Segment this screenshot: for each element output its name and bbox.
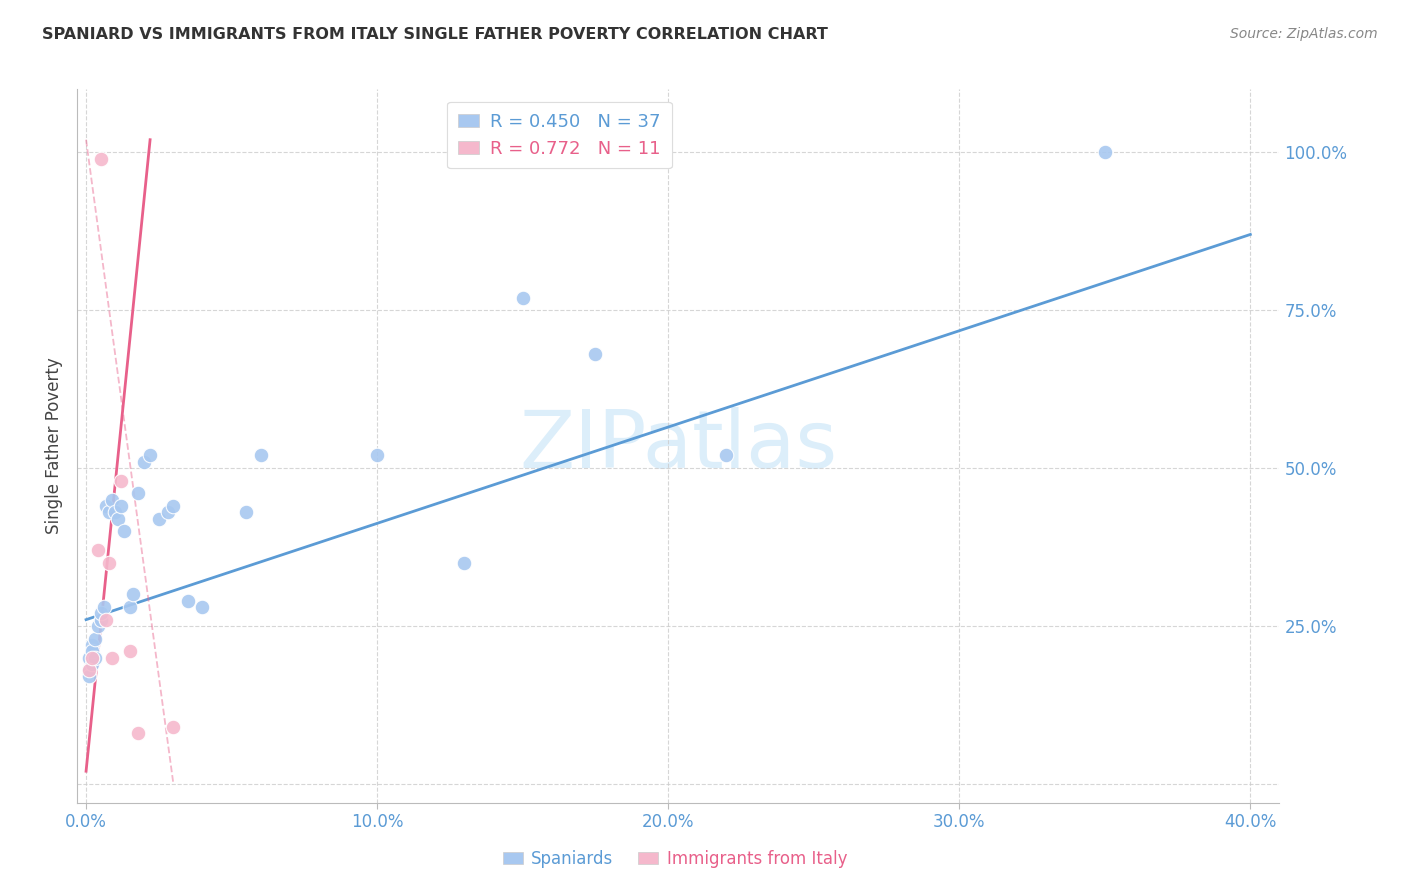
Point xyxy=(148,511,170,525)
Point xyxy=(127,726,149,740)
Point xyxy=(101,492,124,507)
Point xyxy=(177,593,200,607)
Point xyxy=(83,650,105,665)
Point xyxy=(77,650,100,665)
Point xyxy=(90,607,112,621)
Point xyxy=(77,663,100,677)
Point xyxy=(80,650,103,665)
Text: SPANIARD VS IMMIGRANTS FROM ITALY SINGLE FATHER POVERTY CORRELATION CHART: SPANIARD VS IMMIGRANTS FROM ITALY SINGLE… xyxy=(42,27,828,42)
Point xyxy=(90,152,112,166)
Point xyxy=(453,556,475,570)
Point xyxy=(366,449,388,463)
Point xyxy=(98,556,121,570)
Point xyxy=(110,474,132,488)
Point xyxy=(156,505,179,519)
Legend: Spaniards, Immigrants from Italy: Spaniards, Immigrants from Italy xyxy=(496,844,853,875)
Point xyxy=(191,600,214,615)
Point xyxy=(1094,145,1116,160)
Point xyxy=(235,505,257,519)
Point xyxy=(583,347,606,361)
Point xyxy=(110,499,132,513)
Point xyxy=(80,657,103,671)
Point xyxy=(107,511,129,525)
Point xyxy=(83,632,105,646)
Point xyxy=(512,291,534,305)
Point xyxy=(104,505,127,519)
Y-axis label: Single Father Poverty: Single Father Poverty xyxy=(45,358,63,534)
Point xyxy=(112,524,135,539)
Point xyxy=(249,449,271,463)
Text: Source: ZipAtlas.com: Source: ZipAtlas.com xyxy=(1230,27,1378,41)
Point xyxy=(90,613,112,627)
Point xyxy=(139,449,162,463)
Point xyxy=(127,486,149,500)
Point xyxy=(121,587,143,601)
Point xyxy=(93,600,115,615)
Point xyxy=(86,543,108,558)
Point xyxy=(77,663,100,677)
Point xyxy=(98,505,121,519)
Point xyxy=(77,669,100,683)
Point xyxy=(80,638,103,652)
Point xyxy=(162,499,184,513)
Point xyxy=(118,600,141,615)
Point xyxy=(96,613,118,627)
Point xyxy=(101,650,124,665)
Text: ZIPatlas: ZIPatlas xyxy=(519,407,838,485)
Point xyxy=(716,449,738,463)
Point xyxy=(86,619,108,633)
Point xyxy=(134,455,156,469)
Point xyxy=(118,644,141,658)
Point xyxy=(80,644,103,658)
Point xyxy=(162,720,184,734)
Point xyxy=(96,499,118,513)
Legend: R = 0.450   N = 37, R = 0.772   N = 11: R = 0.450 N = 37, R = 0.772 N = 11 xyxy=(447,102,672,169)
